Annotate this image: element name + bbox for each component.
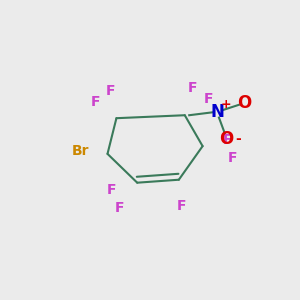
Text: F: F (177, 200, 187, 214)
Text: F: F (106, 84, 115, 98)
Text: F: F (223, 133, 232, 147)
Text: Br: Br (72, 144, 89, 158)
Text: N: N (211, 103, 224, 121)
Text: F: F (91, 95, 100, 109)
Text: -: - (236, 132, 241, 146)
Text: F: F (204, 92, 213, 106)
Text: F: F (115, 201, 124, 215)
Text: F: F (228, 151, 237, 165)
Text: O: O (219, 130, 233, 148)
Text: O: O (237, 94, 251, 112)
Text: F: F (188, 82, 197, 95)
Text: F: F (107, 183, 117, 197)
Text: +: + (221, 98, 232, 111)
